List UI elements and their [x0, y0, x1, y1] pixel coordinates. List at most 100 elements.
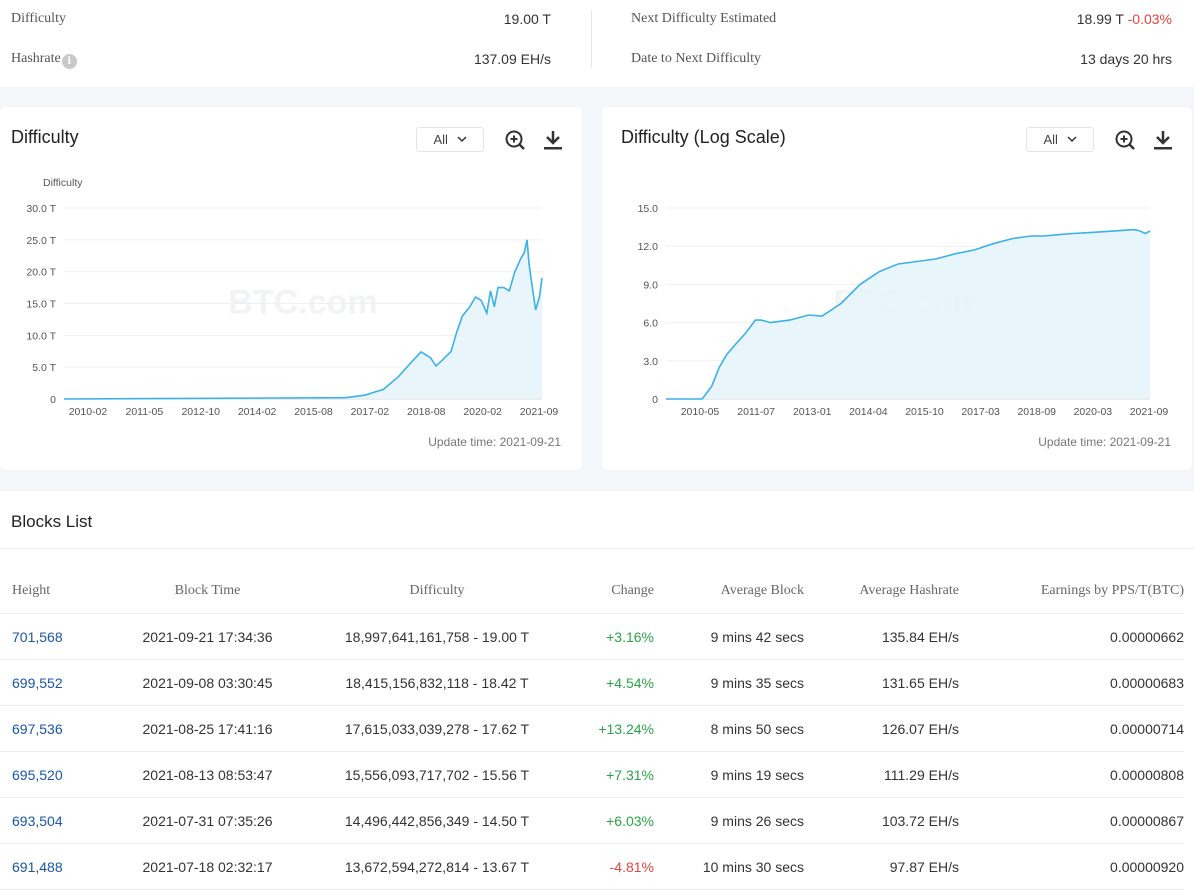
change-cell: +4.54%	[567, 659, 654, 706]
update-time: Update time: 2021-09-21	[428, 435, 561, 449]
earnings-cell: 0.00000662	[959, 613, 1184, 660]
table-row: 697,536 2021-08-25 17:41:16 17,615,033,039…	[0, 705, 1184, 752]
average-hashrate-cell: 135.84 EH/s	[804, 613, 959, 660]
y-tick-label: 9.0	[643, 279, 658, 291]
block-height-link[interactable]: 693,504	[12, 812, 63, 829]
block-height-link[interactable]: 697,536	[12, 720, 63, 737]
y-tick-label: 3.0	[643, 356, 658, 368]
column-header-earnings: Earnings by PPS/T(BTC)	[959, 568, 1184, 614]
difficulty-cell: 13,672,594,272,814 - 13.67 T	[307, 843, 567, 890]
x-tick-label: 2015-08	[294, 406, 333, 418]
zoom-in-icon[interactable]	[504, 129, 526, 151]
difficulty-cell: 17,615,033,039,278 - 17.62 T	[307, 705, 567, 752]
chart-title: Difficulty	[11, 127, 79, 147]
average-hashrate-cell: 111.29 EH/s	[804, 751, 959, 798]
x-tick-label: 2011-07	[737, 406, 775, 418]
average-hashrate-cell: 126.07 EH/s	[804, 705, 959, 752]
difficulty-cell: 15,556,093,717,702 - 15.56 T	[307, 751, 567, 798]
y-tick-label: 20.0 T	[26, 267, 56, 279]
change-cell: +13.24%	[567, 705, 654, 752]
difficulty-cell: 14,496,442,856,349 - 14.50 T	[307, 797, 567, 844]
x-tick-label: 2020-02	[463, 406, 502, 418]
y-tick-label: 12.0	[638, 241, 659, 253]
series-area	[666, 229, 1150, 399]
difficulty-chart: BTC.com Difficulty 0 5.0 T 10.0 T 15.0 T 20.0 …	[26, 177, 558, 418]
block-height-link[interactable]: 699,552	[12, 674, 63, 691]
table-row: 695,520 2021-08-13 08:53:47 15,556,093,717…	[0, 751, 1184, 798]
difficulty-label: Difficulty	[11, 11, 66, 26]
blocks-table-body: 701,568 2021-09-21 17:34:36 18,997,641,161…	[0, 613, 1184, 890]
blocks-list-title: Blocks List	[11, 512, 93, 531]
x-tick-label: 2013-01	[793, 406, 832, 418]
x-tick-label: 2015-10	[905, 406, 944, 418]
y-tick-label: 5.0 T	[32, 362, 56, 374]
change-cell: +7.31%	[567, 751, 654, 798]
y-tick-label: 15.0	[638, 203, 659, 215]
x-tick-label: 2017-02	[351, 406, 390, 418]
series-line	[63, 239, 543, 400]
chevron-down-icon	[1067, 136, 1077, 143]
average-block-cell: 8 mins 50 secs	[654, 705, 804, 752]
x-tick-label: 2011-05	[125, 406, 163, 418]
range-select[interactable]: All	[416, 127, 484, 152]
column-header-difficulty: Difficulty	[307, 568, 567, 614]
next-difficulty-change: -0.03%	[1127, 11, 1172, 27]
info-icon[interactable]: i	[61, 54, 77, 69]
block-time-cell: 2021-08-25 17:41:16	[108, 705, 307, 752]
earnings-cell: 0.00000683	[959, 659, 1184, 706]
earnings-cell: 0.00000808	[959, 751, 1184, 798]
block-height-link[interactable]: 691,488	[12, 858, 63, 875]
difficulty-cell: 18,415,156,832,118 - 18.42 T	[307, 659, 567, 706]
column-header-block-time: Block Time	[108, 568, 307, 614]
change-cell: +3.16%	[567, 613, 654, 660]
y-tick-label: 0	[50, 394, 56, 406]
hashrate-value: 137.09 EH/s	[473, 51, 551, 67]
series-area	[64, 239, 542, 399]
table-header-row: Height Block Time Difficulty Change Aver…	[0, 568, 1184, 614]
y-tick-label: 6.0	[643, 318, 658, 330]
earnings-cell: 0.00000714	[959, 705, 1184, 752]
block-time-cell: 2021-09-21 17:34:36	[108, 613, 307, 660]
divider	[0, 548, 1194, 549]
x-tick-label: 2021-09	[1130, 406, 1169, 418]
average-block-cell: 9 mins 35 secs	[654, 659, 804, 706]
y-tick-label: 15.0 T	[26, 299, 56, 311]
chart-title: Difficulty (Log Scale)	[621, 127, 786, 147]
log-chart-plot: BTC.comLog Scale03.06.09.012.015.02010-0…	[638, 203, 1169, 418]
zoom-in-icon[interactable]	[1114, 129, 1136, 151]
change-cell: -4.81%	[567, 843, 654, 890]
earnings-cell: 0.00000920	[959, 843, 1184, 890]
next-difficulty-number: 18.99 T	[1076, 11, 1124, 27]
column-header-average-hashrate: Average Hashrate	[804, 568, 959, 614]
update-time: Update time: 2021-09-21	[1038, 435, 1171, 449]
difficulty-cell: 18,997,641,161,758 - 19.00 T	[307, 613, 567, 660]
block-time-cell: 2021-09-08 03:30:45	[108, 659, 307, 706]
series-line	[666, 228, 1151, 400]
watermark-text: BTC.com	[228, 284, 377, 322]
block-height-link[interactable]: 695,520	[12, 766, 63, 783]
block-height-cell: 697,536	[0, 705, 108, 752]
download-icon[interactable]	[542, 129, 564, 151]
block-height-cell: 691,488	[0, 843, 108, 890]
column-header-average-block: Average Block	[654, 568, 804, 614]
average-block-cell: 10 mins 30 secs	[654, 843, 804, 890]
y-tick-label: 0	[652, 394, 658, 406]
table-row: 699,552 2021-09-08 03:30:45 18,415,156,832…	[0, 659, 1184, 706]
range-select-value: All	[433, 132, 448, 147]
y-axis-label: Difficulty	[43, 177, 83, 189]
range-select[interactable]: All	[1026, 127, 1094, 152]
table-row: 701,568 2021-09-21 17:34:36 18,997,641,161…	[0, 613, 1184, 660]
block-height-link[interactable]: 701,568	[12, 628, 63, 645]
download-icon[interactable]	[1152, 129, 1174, 151]
column-header-height: Height	[0, 568, 108, 614]
column-header-change: Change	[567, 568, 654, 614]
y-tick-label: 10.0 T	[26, 330, 56, 342]
blocks-table: Height Block Time Difficulty Change Aver…	[0, 568, 1184, 890]
earnings-cell: 0.00000867	[959, 797, 1184, 844]
y-tick-label: 30.0 T	[26, 203, 56, 215]
y-tick-label: 25.0 T	[26, 235, 56, 247]
difficulty-chart-card: Difficulty All BTC.com Difficulty 0 5.0 T 10…	[0, 107, 582, 470]
hashrate-label: Hashrate i	[11, 51, 77, 69]
table-row: 691,488 2021-07-18 02:32:17 13,672,594,272…	[0, 843, 1184, 890]
x-tick-label: 2014-02	[238, 406, 277, 418]
